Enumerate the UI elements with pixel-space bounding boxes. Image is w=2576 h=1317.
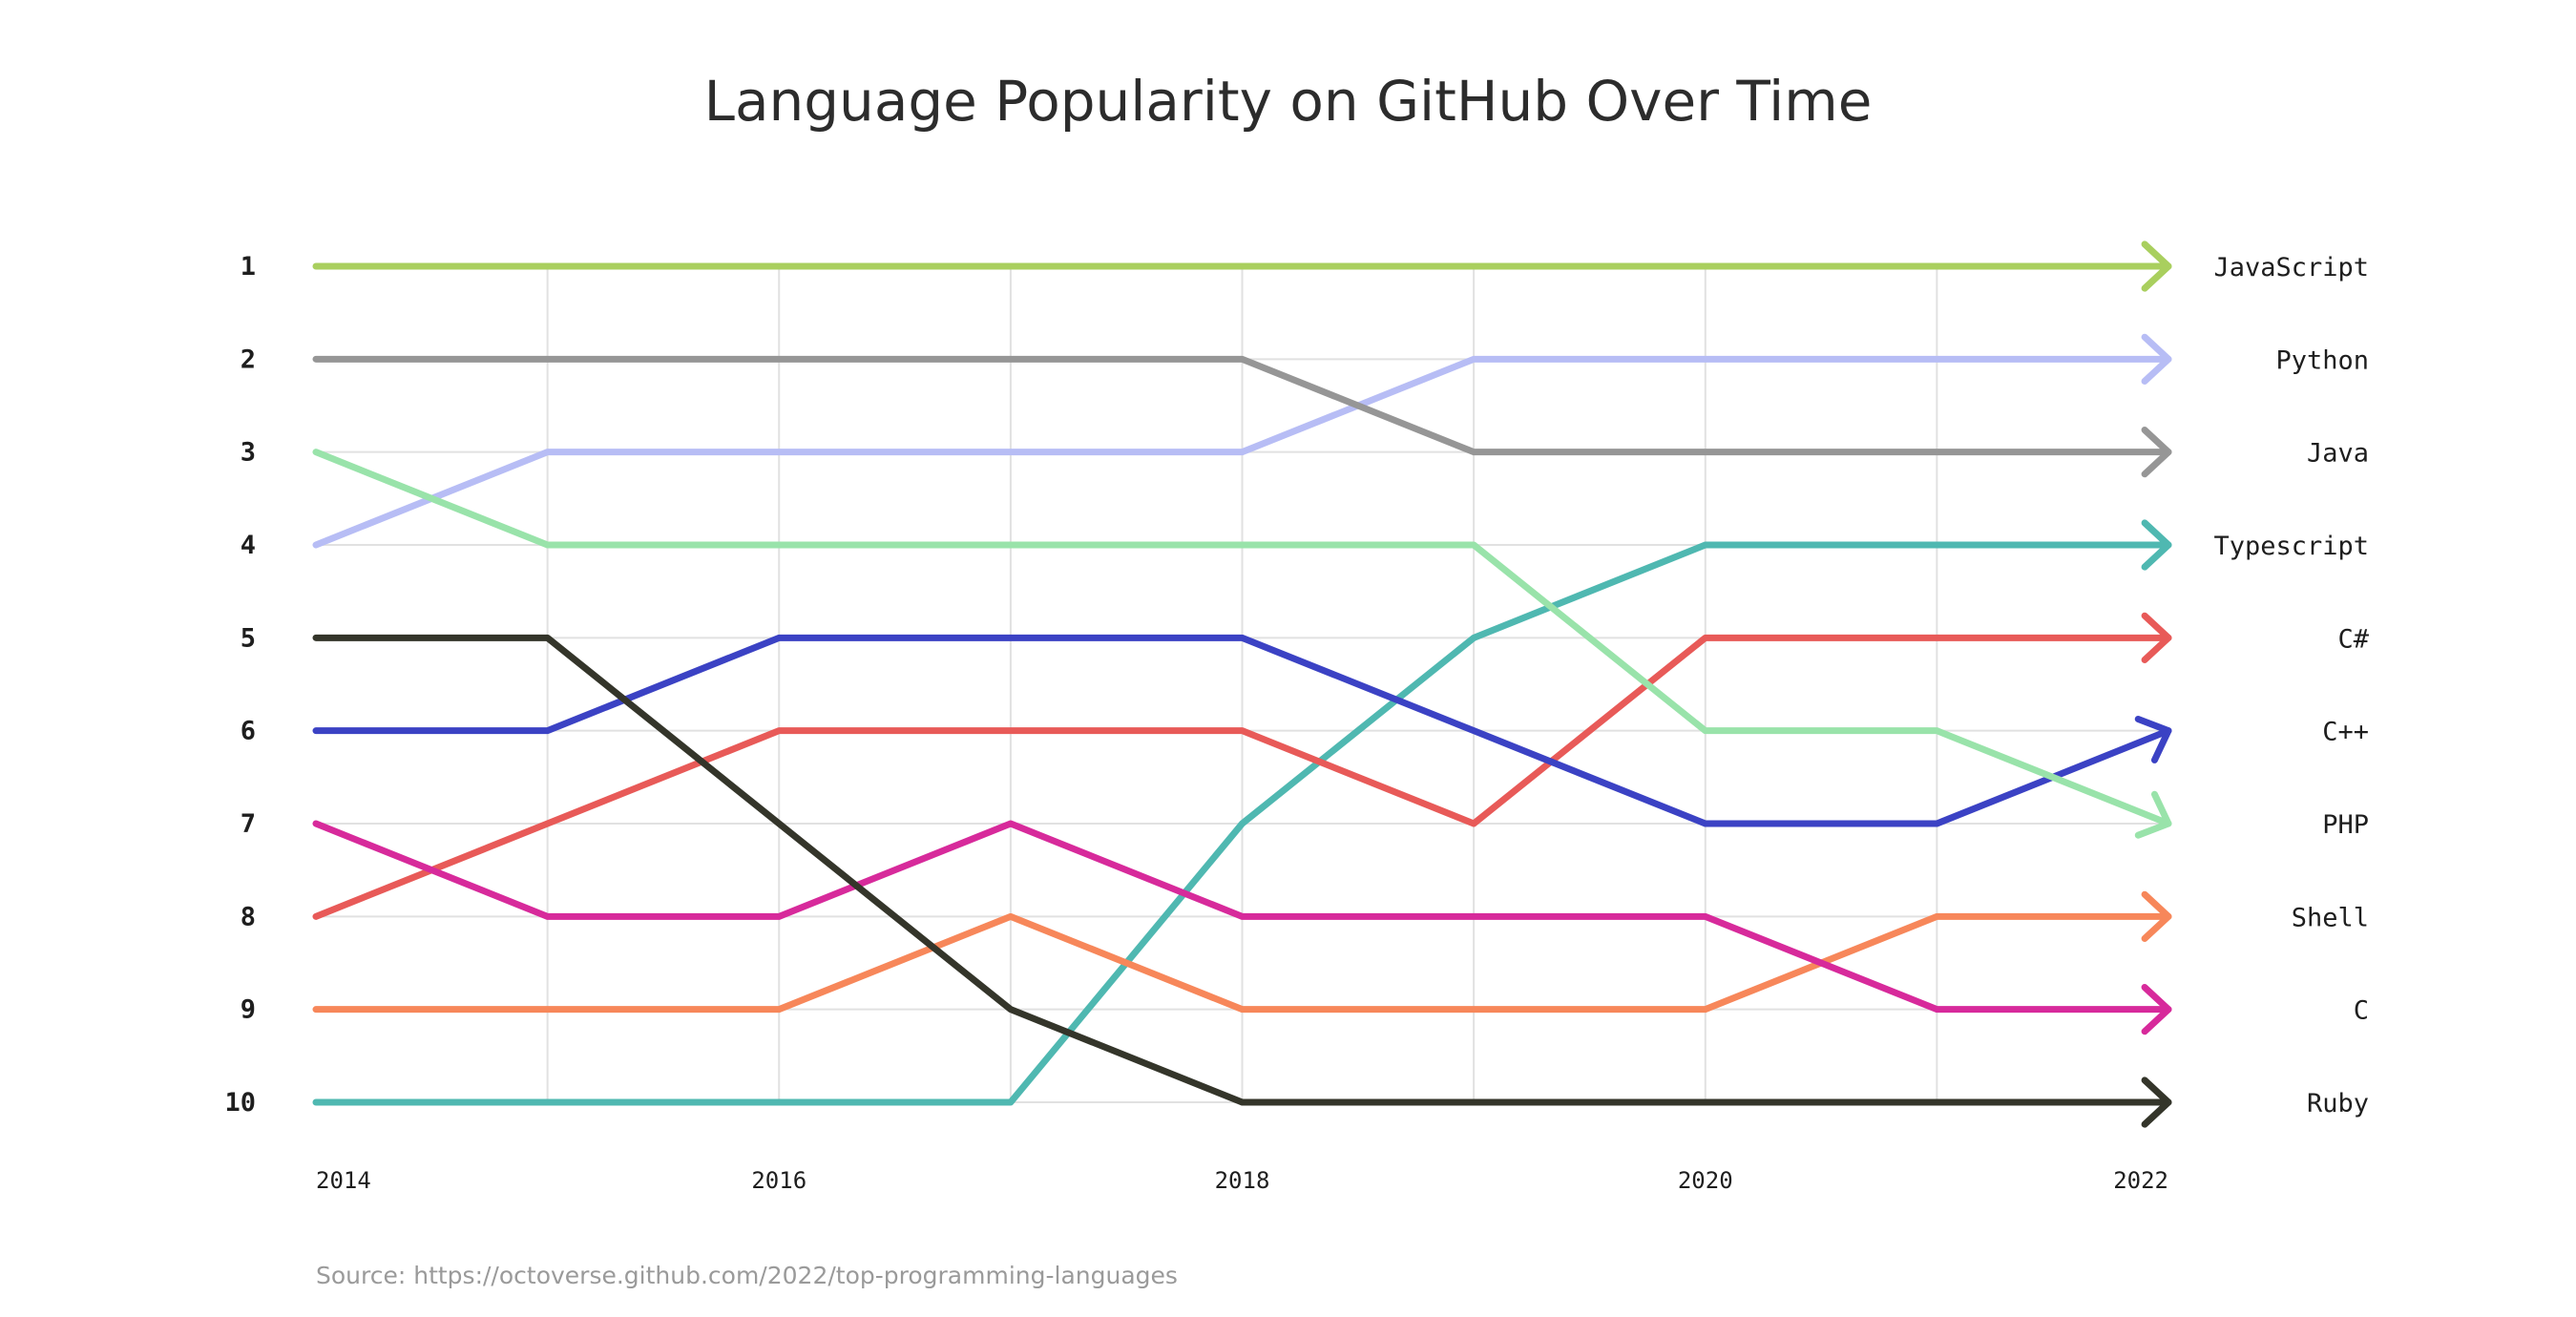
series-label: Java xyxy=(2307,439,2369,469)
y-tick-label: 9 xyxy=(241,995,256,1025)
y-tick-label: 8 xyxy=(241,902,256,931)
series-arrowhead xyxy=(2134,790,2172,839)
series-label: C xyxy=(2354,996,2369,1026)
series-arrowhead xyxy=(2134,715,2172,763)
y-tick-label: 5 xyxy=(241,623,256,653)
series-label: C++ xyxy=(2322,718,2369,747)
series-line xyxy=(312,355,2172,456)
y-tick-label: 1 xyxy=(241,252,256,282)
series-arrowhead xyxy=(2141,612,2172,663)
series-label: Shell xyxy=(2292,903,2369,932)
y-tick-label: 4 xyxy=(241,531,256,560)
series-arrowhead xyxy=(2141,1077,2172,1128)
y-tick-label: 7 xyxy=(241,809,256,839)
series-arrowhead xyxy=(2141,890,2172,942)
series-arrowhead xyxy=(2141,333,2172,385)
chart-title: Language Popularity on GitHub Over Time xyxy=(703,69,1873,134)
series-arrowhead xyxy=(2141,427,2172,478)
x-tick-label: 2014 xyxy=(316,1167,371,1194)
series-label: C# xyxy=(2337,624,2369,654)
series-label: JavaScript xyxy=(2213,253,2369,282)
series-line xyxy=(312,449,2172,827)
series-label: PHP xyxy=(2322,810,2369,840)
y-tick-label: 10 xyxy=(224,1088,256,1118)
y-tick-label: 2 xyxy=(241,345,256,374)
series-line xyxy=(312,634,2172,920)
series-arrowhead xyxy=(2141,519,2172,571)
x-tick-label: 2018 xyxy=(1215,1167,1270,1194)
series-label: Python xyxy=(2275,345,2369,375)
series-label: Ruby xyxy=(2307,1089,2369,1118)
y-tick-label: 3 xyxy=(241,438,256,468)
x-tick-label: 2016 xyxy=(751,1167,806,1194)
series-arrowhead xyxy=(2141,240,2172,292)
series-line xyxy=(312,820,2172,1014)
source-note: Source: https://octoverse.github.com/202… xyxy=(316,1262,1178,1289)
series-line xyxy=(312,634,2172,1106)
series-line xyxy=(312,541,2172,1106)
series-label: Typescript xyxy=(2213,532,2369,561)
x-tick-label: 2022 xyxy=(2113,1167,2168,1194)
series-line xyxy=(312,355,2172,549)
series-arrowhead xyxy=(2141,984,2172,1035)
series-line xyxy=(312,912,2172,1014)
x-tick-label: 2020 xyxy=(1678,1167,1733,1194)
y-tick-label: 6 xyxy=(241,717,256,746)
